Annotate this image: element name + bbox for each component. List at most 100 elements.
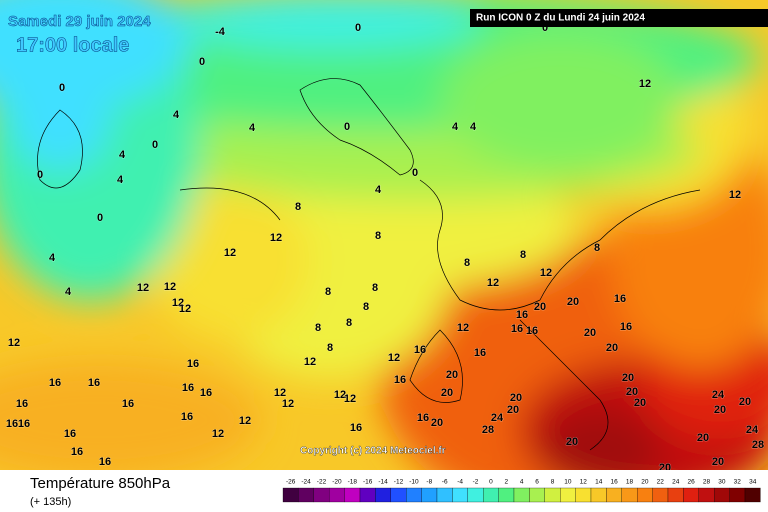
contour-label: 20 bbox=[626, 386, 638, 398]
contour-label: 12 bbox=[344, 393, 356, 405]
contour-label: 0 bbox=[152, 139, 158, 151]
contour-label: 20 bbox=[712, 456, 724, 468]
colorbar-swatch bbox=[406, 487, 422, 503]
colorbar-label: -8 bbox=[426, 479, 432, 486]
colorbar-label: 4 bbox=[520, 479, 524, 486]
contour-label: 8 bbox=[325, 286, 331, 298]
contour-label: 20 bbox=[622, 372, 634, 384]
contour-label: 20 bbox=[606, 342, 618, 354]
copyright: Copyright (c) 2024 Meteociel.fr bbox=[300, 446, 446, 457]
contour-label: 8 bbox=[327, 342, 333, 354]
contour-label: 20 bbox=[714, 404, 726, 416]
contour-label: 4 bbox=[117, 174, 124, 186]
colorbar-swatch bbox=[498, 487, 515, 503]
contour-label: 20 bbox=[534, 301, 546, 313]
colorbar-swatch bbox=[483, 487, 499, 503]
colorbar-swatch bbox=[452, 487, 468, 503]
colorbar-swatch bbox=[436, 487, 453, 503]
contour-label: 0 bbox=[199, 56, 205, 68]
contour-label: 12 bbox=[270, 232, 282, 244]
colorbar-swatch bbox=[375, 487, 391, 503]
colorbar-label: -12 bbox=[394, 479, 404, 486]
contour-label: 16 bbox=[49, 377, 61, 389]
colorbar-label: -20 bbox=[332, 479, 342, 486]
contour-label: 4 bbox=[65, 286, 72, 298]
contour-label: 16 bbox=[88, 377, 100, 389]
contour-label: 4 bbox=[49, 252, 56, 264]
contour-label: 4 bbox=[119, 149, 126, 161]
contour-label: 16 bbox=[18, 418, 30, 430]
contour-label: 16 bbox=[614, 293, 626, 305]
colorbar-label: 26 bbox=[687, 479, 695, 486]
contour-label: 4 bbox=[375, 184, 382, 196]
contour-label: 16 bbox=[417, 412, 429, 424]
contour-label: 16 bbox=[71, 446, 83, 458]
colorbar-label: 0 bbox=[489, 479, 493, 486]
contour-label: 12 bbox=[540, 267, 552, 279]
contour-label: 12 bbox=[274, 387, 286, 399]
colorbar-label: -2 bbox=[473, 479, 479, 486]
contour-label: 20 bbox=[446, 369, 458, 381]
contour-label: 8 bbox=[315, 322, 321, 334]
colorbar-swatch bbox=[544, 487, 561, 503]
contour-label: 16 bbox=[474, 347, 486, 359]
contour-label: 12 bbox=[172, 297, 184, 309]
colorbar-label: 12 bbox=[580, 479, 588, 486]
contour-label: 16 bbox=[6, 418, 18, 430]
colorbar-label: -14 bbox=[378, 479, 388, 486]
run-info: Run ICON 0 Z du Lundi 24 juin 2024 bbox=[476, 13, 645, 24]
contour-label: 12 bbox=[304, 356, 316, 368]
contour-label: 12 bbox=[457, 322, 469, 334]
colorbar-swatch bbox=[390, 487, 407, 503]
contour-label: 16 bbox=[526, 325, 538, 337]
contour-label: 16 bbox=[64, 428, 76, 440]
colorbar: -26 -24 -22 -20 -18 -16 -14 -12 -10 -8 -6 -4 -2 0 2 4 6 8… bbox=[282, 479, 761, 503]
colorbar-swatch bbox=[298, 487, 314, 503]
contour-label: 0 bbox=[412, 167, 418, 179]
contour-label: 20 bbox=[634, 397, 646, 409]
contour-label: 12 bbox=[639, 78, 651, 90]
contour-label: 16 bbox=[511, 323, 523, 335]
colorbar-swatch bbox=[359, 487, 376, 503]
colorbar-label: 30 bbox=[718, 479, 726, 486]
contour-label: 16 bbox=[394, 374, 406, 386]
colorbar-label: -6 bbox=[442, 479, 448, 486]
contour-label: 16 bbox=[181, 411, 193, 423]
colorbar-label: -10 bbox=[409, 479, 419, 486]
colorbar-swatch bbox=[621, 487, 638, 503]
colorbar-swatch bbox=[667, 487, 684, 503]
colorbar-label: 28 bbox=[703, 479, 711, 486]
contour-label: 12 bbox=[179, 303, 191, 315]
contour-label: 4 bbox=[249, 122, 256, 134]
contour-label: 12 bbox=[487, 277, 499, 289]
colorbar-swatch bbox=[652, 487, 669, 503]
colorbar-swatch bbox=[467, 487, 484, 503]
contour-label: 20 bbox=[584, 327, 596, 339]
contour-label: 12 bbox=[334, 389, 346, 401]
contour-label: 8 bbox=[295, 201, 301, 213]
contour-label: 20 bbox=[431, 417, 443, 429]
contour-label: 20 bbox=[659, 462, 671, 474]
colorbar-label: 16 bbox=[610, 479, 618, 486]
colorbar-label: 8 bbox=[551, 479, 555, 486]
contour-label: 8 bbox=[594, 242, 600, 254]
contour-label: 12 bbox=[282, 398, 294, 410]
colorbar-label: 22 bbox=[657, 479, 665, 486]
contour-label: 12 bbox=[224, 247, 236, 259]
colorbar-swatch bbox=[329, 487, 345, 503]
contour-label: 0 bbox=[59, 82, 65, 94]
colorbar-label: 10 bbox=[564, 479, 572, 486]
contour-label: 8 bbox=[372, 282, 378, 294]
contour-label: 0 bbox=[97, 212, 103, 224]
contour-label: 4 bbox=[470, 121, 477, 133]
contour-label: 24 bbox=[491, 412, 504, 424]
colorbar-label: -18 bbox=[348, 479, 358, 486]
contour-label: 12 bbox=[137, 282, 149, 294]
colorbar-swatch bbox=[683, 487, 699, 503]
contour-label: 8 bbox=[464, 257, 470, 269]
colorbar-swatch bbox=[282, 487, 299, 503]
contour-label: 12 bbox=[8, 337, 20, 349]
colorbar-label: -16 bbox=[363, 479, 373, 486]
contour-label: 16 bbox=[187, 358, 199, 370]
colorbar-swatch bbox=[698, 487, 715, 503]
